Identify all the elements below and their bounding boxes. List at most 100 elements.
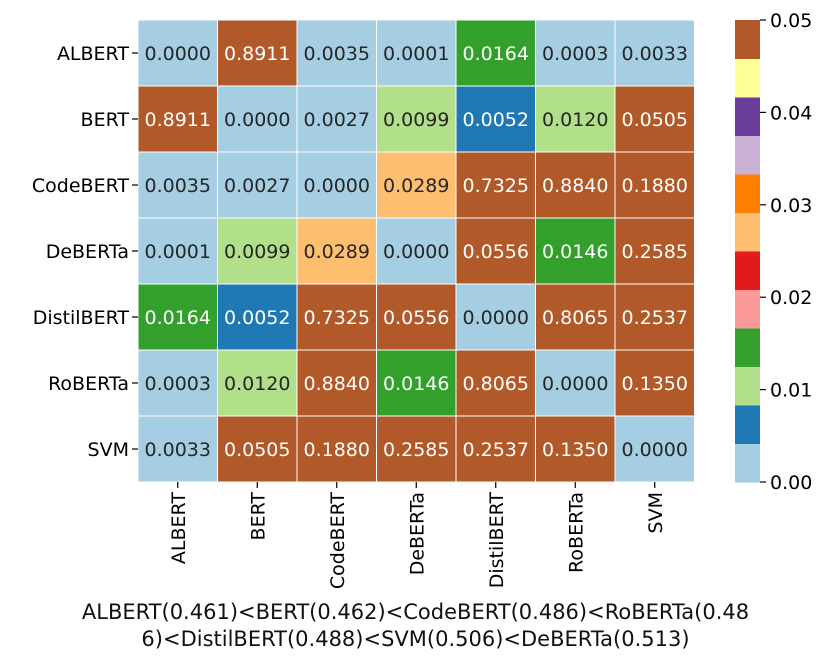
cell-value-label: 0.0556 [383,307,449,329]
cell-value-label: 0.0001 [383,43,449,65]
colorbar-bin [735,212,760,252]
colorbar-bin [735,20,760,59]
heatmap-cell-albert-codebert [296,19,377,87]
heatmap-cell-codebert-bert [217,151,298,219]
cell-value-label: 0.0000 [304,175,370,197]
cell-value-label: 0.8065 [542,307,608,329]
heatmap-cell-roberta-albert [137,349,218,417]
colorbar-bin [735,135,760,175]
cell-value-label: 0.7325 [463,175,529,197]
cell-value-label: 0.0289 [304,241,370,263]
heatmap-cell-roberta-distilbert [455,349,536,417]
cell-value-label: 0.0001 [145,241,211,263]
heatmap-cell-bert-codebert [296,85,377,153]
heatmap-cell-deberta-bert [217,217,298,285]
heatmap-cell-bert-distilbert [455,85,536,153]
heatmap-cell-roberta-deberta [376,349,457,417]
heatmap-cell-albert-bert [217,19,298,87]
colorbar-tick-label: 0.00 [770,472,812,494]
cell-value-label: 0.0120 [542,109,608,131]
cell-value-label: 0.0099 [383,109,449,131]
heatmap-cell-roberta-bert [217,349,298,417]
y-tick-label-distilbert: DistilBERT [33,307,130,329]
y-tick-label-codebert: CodeBERT [32,175,130,197]
colorbar-tick-label: 0.05 [770,10,812,32]
heatmap-cell-svm-albert [137,415,218,483]
cell-value-label: 0.0052 [463,109,529,131]
heatmap-cell-deberta-roberta [535,217,616,285]
cell-value-label: 0.8911 [145,109,211,131]
heatmap-cell-codebert-roberta [535,151,616,219]
x-tick-label-deberta: DeBERTa [406,492,428,575]
y-tick-label-albert: ALBERT [57,43,129,65]
heatmap-cell-svm-codebert [296,415,377,483]
x-tick-label-codebert: CodeBERT [327,492,349,590]
colorbar-bin [735,328,760,367]
x-tick-label-roberta: RoBERTa [565,492,587,573]
heatmap-cell-codebert-svm [614,151,695,219]
cell-value-label: 0.1350 [622,373,688,395]
cell-value-label: 0.2537 [622,307,688,329]
y-tick-label-bert: BERT [81,109,130,131]
heatmap-cell-distilbert-svm [614,283,695,351]
cell-value-label: 0.0000 [224,109,290,131]
colorbar-bin [735,405,760,444]
colorbar-bin [735,443,760,483]
cell-value-label: 0.0505 [622,109,688,131]
cell-value-label: 0.0289 [383,175,449,197]
cell-value-label: 0.8840 [542,175,608,197]
colorbar-tick-label: 0.03 [770,195,812,217]
heatmap-cell-svm-deberta [376,415,457,483]
cell-value-label: 0.0033 [145,439,211,461]
cell-value-label: 0.7325 [304,307,370,329]
cell-value-label: 0.0035 [304,43,370,65]
cell-value-label: 0.0000 [463,307,529,329]
cell-value-label: 0.0033 [622,43,688,65]
cell-value-label: 0.1880 [304,439,370,461]
heatmap-cell-deberta-albert [137,217,218,285]
cell-value-label: 0.8065 [463,373,529,395]
cell-value-label: 0.0099 [224,241,290,263]
heatmap-cell-roberta-codebert [296,349,377,417]
heatmap-cell-distilbert-albert [137,283,218,351]
y-tick-label-svm: SVM [88,439,129,461]
colorbar-bin [735,251,760,290]
colorbar-tick-label: 0.02 [770,287,812,309]
caption-line-1: ALBERT(0.461)<BERT(0.462)<CodeBERT(0.486… [81,600,750,624]
cell-value-label: 0.0000 [383,241,449,263]
heatmap-cell-svm-roberta [535,415,616,483]
heatmap-cell-deberta-svm [614,217,695,285]
colorbar-tick-label: 0.01 [770,380,812,402]
heatmap-cell-codebert-codebert [296,151,377,219]
y-tick-label-roberta: RoBERTa [48,373,129,395]
colorbar-tick-label: 0.04 [770,102,812,124]
x-tick-label-distilbert: DistilBERT [486,492,508,589]
cell-value-label: 0.0120 [224,373,290,395]
cell-value-label: 0.8911 [224,43,290,65]
heatmap-cell-roberta-svm [614,349,695,417]
cell-value-label: 0.1880 [622,175,688,197]
heatmap-cell-codebert-deberta [376,151,457,219]
cell-value-label: 0.0146 [542,241,608,263]
cell-value-label: 0.0003 [542,43,608,65]
colorbar-bin [735,289,760,329]
cell-value-label: 0.0000 [145,43,211,65]
cell-value-label: 0.0164 [145,307,211,329]
cell-value-label: 0.2585 [383,439,449,461]
cell-value-label: 0.0052 [224,307,290,329]
heatmap-cell-albert-deberta [376,19,457,87]
heatmap-cell-deberta-deberta [376,217,457,285]
cell-value-label: 0.0003 [145,373,211,395]
cell-value-label: 0.2585 [622,241,688,263]
colorbar-bin [735,174,760,213]
cell-value-label: 0.0035 [145,175,211,197]
cell-value-label: 0.8840 [304,373,370,395]
cell-value-label: 0.0556 [463,241,529,263]
heatmap-cell-albert-roberta [535,19,616,87]
cell-value-label: 0.0146 [383,373,449,395]
cell-value-label: 0.0027 [304,109,370,131]
caption-line-2: 6)<DistilBERT(0.488)<SVM(0.506)<DeBERTa(… [141,627,690,651]
cell-value-label: 0.0000 [622,439,688,461]
cell-value-label: 0.1350 [542,439,608,461]
heatmap-cell-codebert-distilbert [455,151,536,219]
